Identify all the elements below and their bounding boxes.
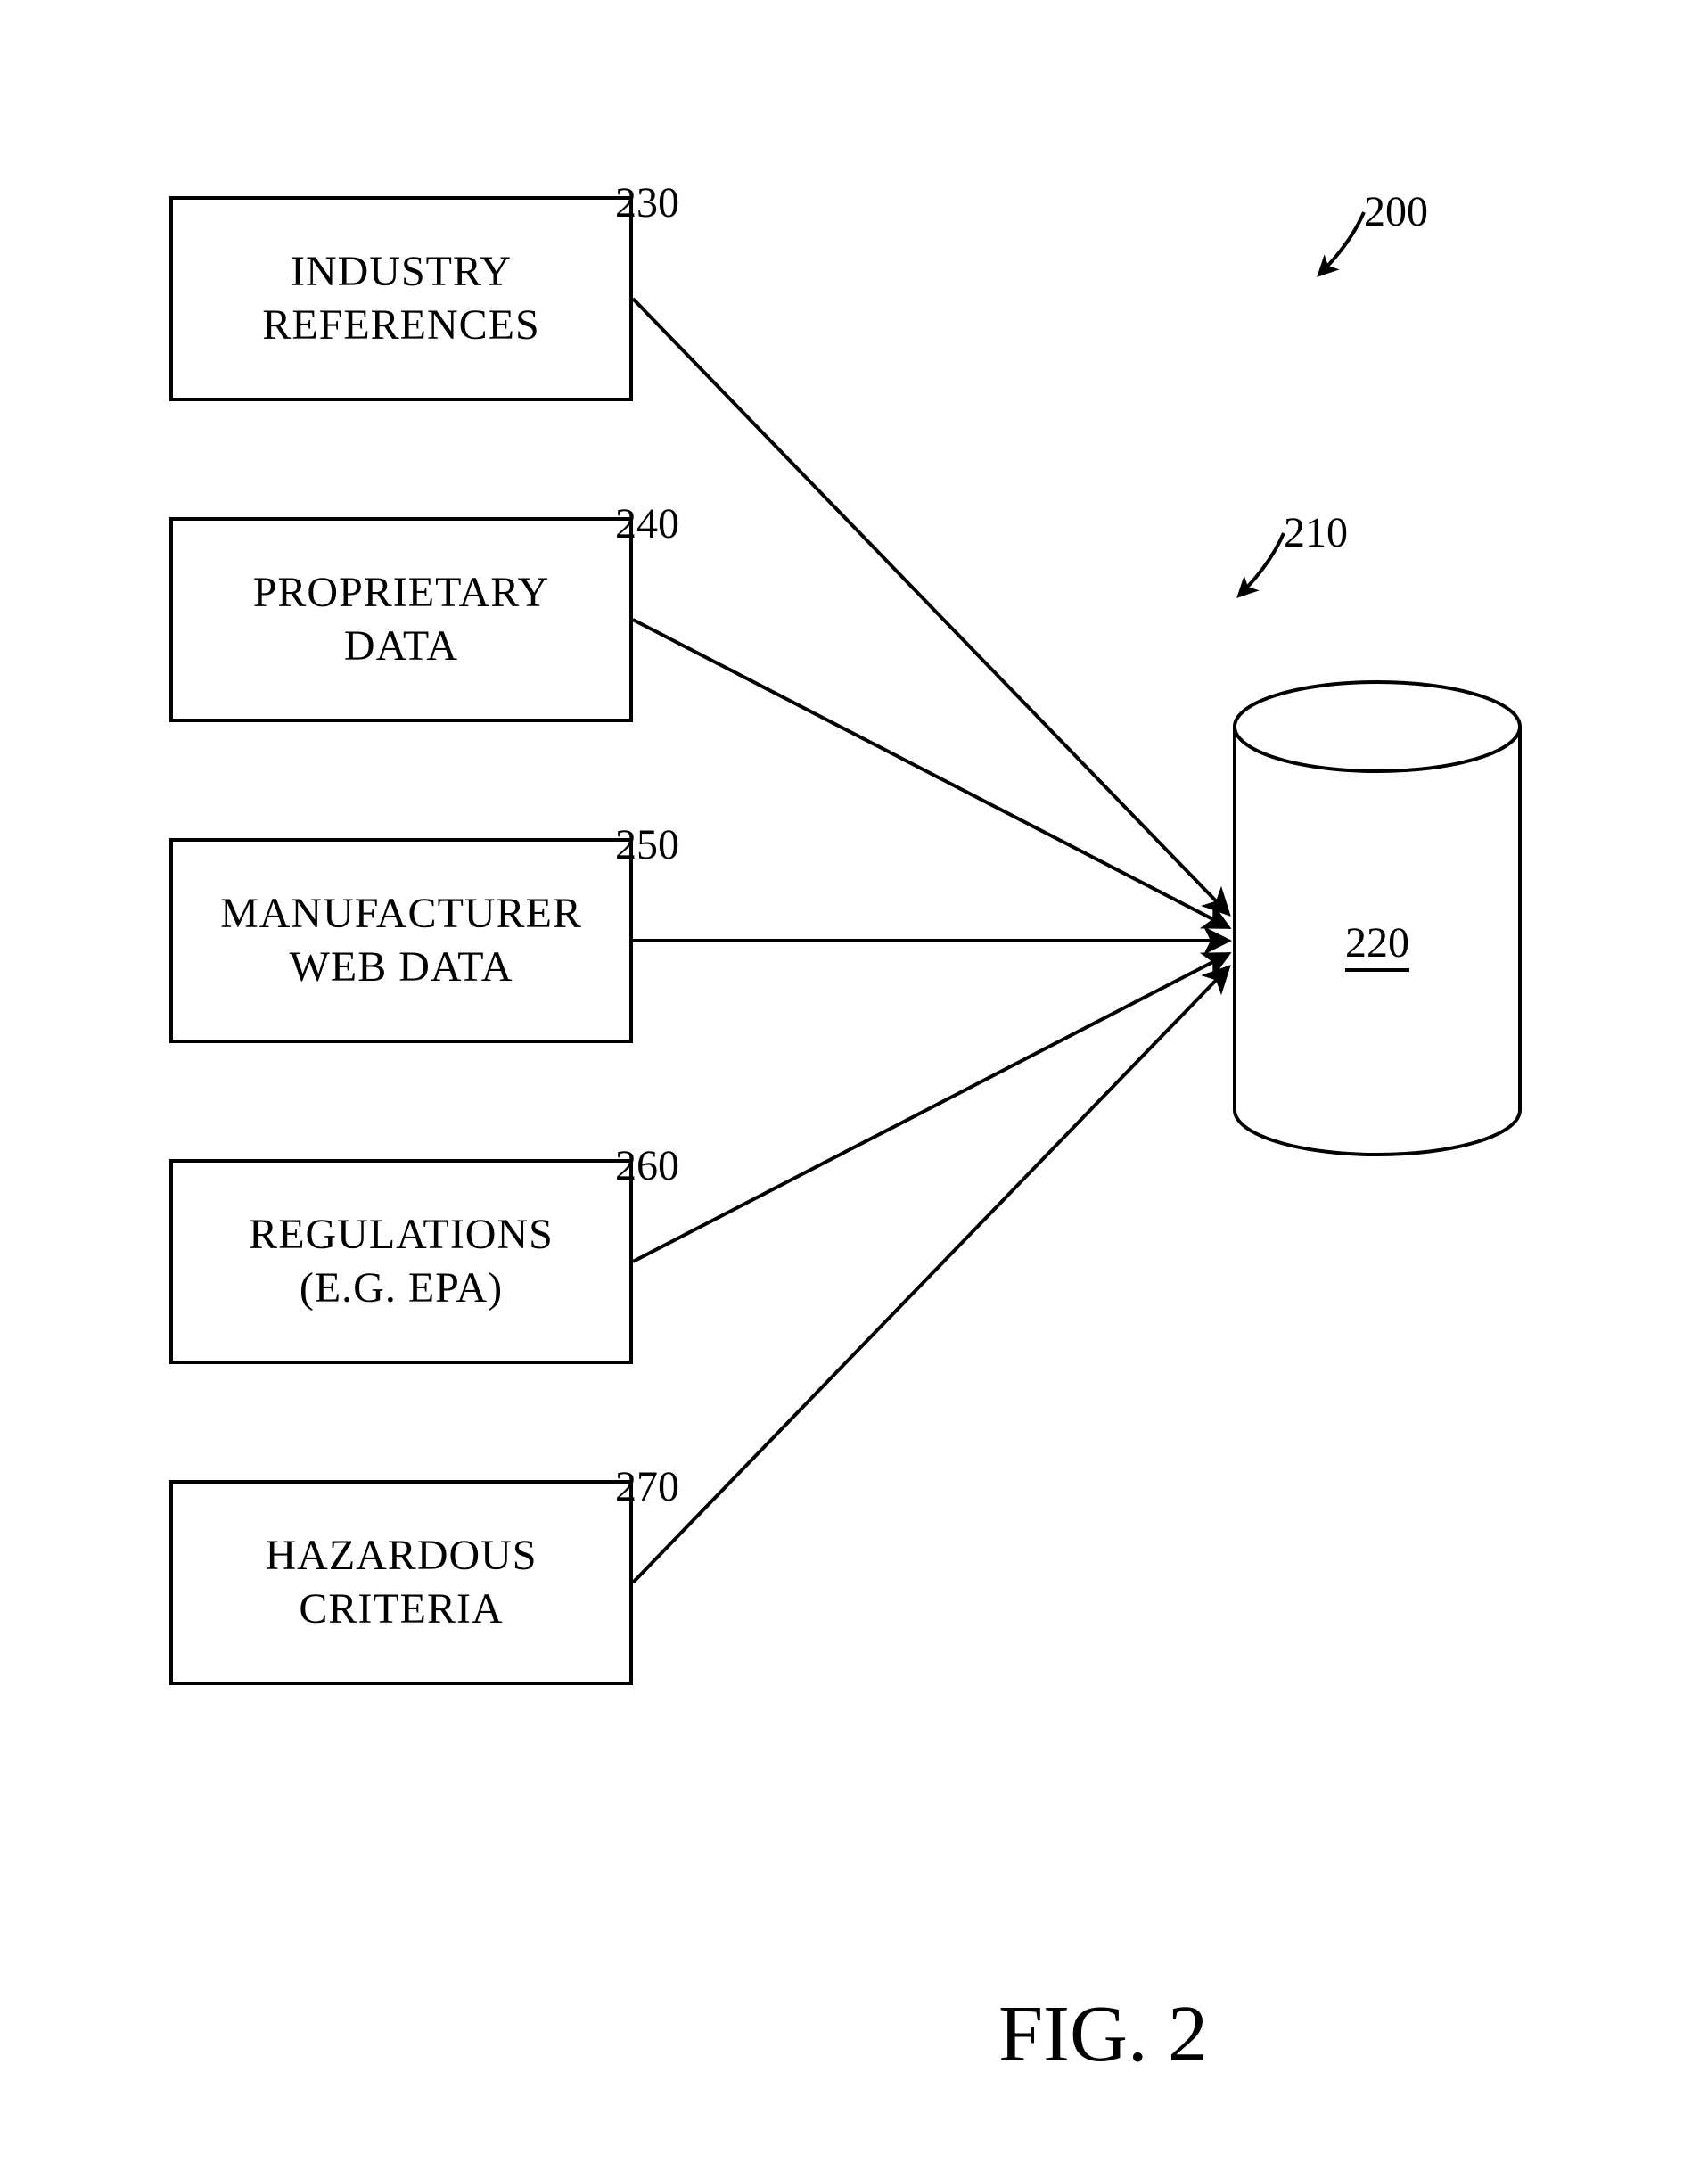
ref-260: 260 — [615, 1141, 679, 1190]
box-270: HAZARDOUSCRITERIA — [169, 1480, 633, 1685]
free-ref-lead-210 — [1239, 533, 1284, 596]
ref-240: 240 — [615, 499, 679, 548]
arrow-0 — [633, 299, 1228, 914]
database-label: 220 — [1324, 918, 1431, 967]
ref-210: 210 — [1284, 508, 1348, 557]
arrow-3 — [633, 954, 1228, 1262]
box-240: PROPRIETARYDATA — [169, 517, 633, 722]
figure-caption: FIG. 2 — [998, 1988, 1208, 2080]
box-250: MANUFACTURERWEB DATA — [169, 838, 633, 1043]
arrow-4 — [633, 967, 1228, 1583]
arrow-1 — [633, 620, 1228, 927]
ref-200: 200 — [1364, 187, 1428, 236]
ref-230: 230 — [615, 178, 679, 227]
box-230: INDUSTRYREFERENCES — [169, 196, 633, 401]
ref-250: 250 — [615, 820, 679, 869]
ref-270: 270 — [615, 1462, 679, 1511]
box-260: REGULATIONS(E.G. EPA) — [169, 1159, 633, 1364]
free-ref-lead-200 — [1319, 212, 1364, 275]
